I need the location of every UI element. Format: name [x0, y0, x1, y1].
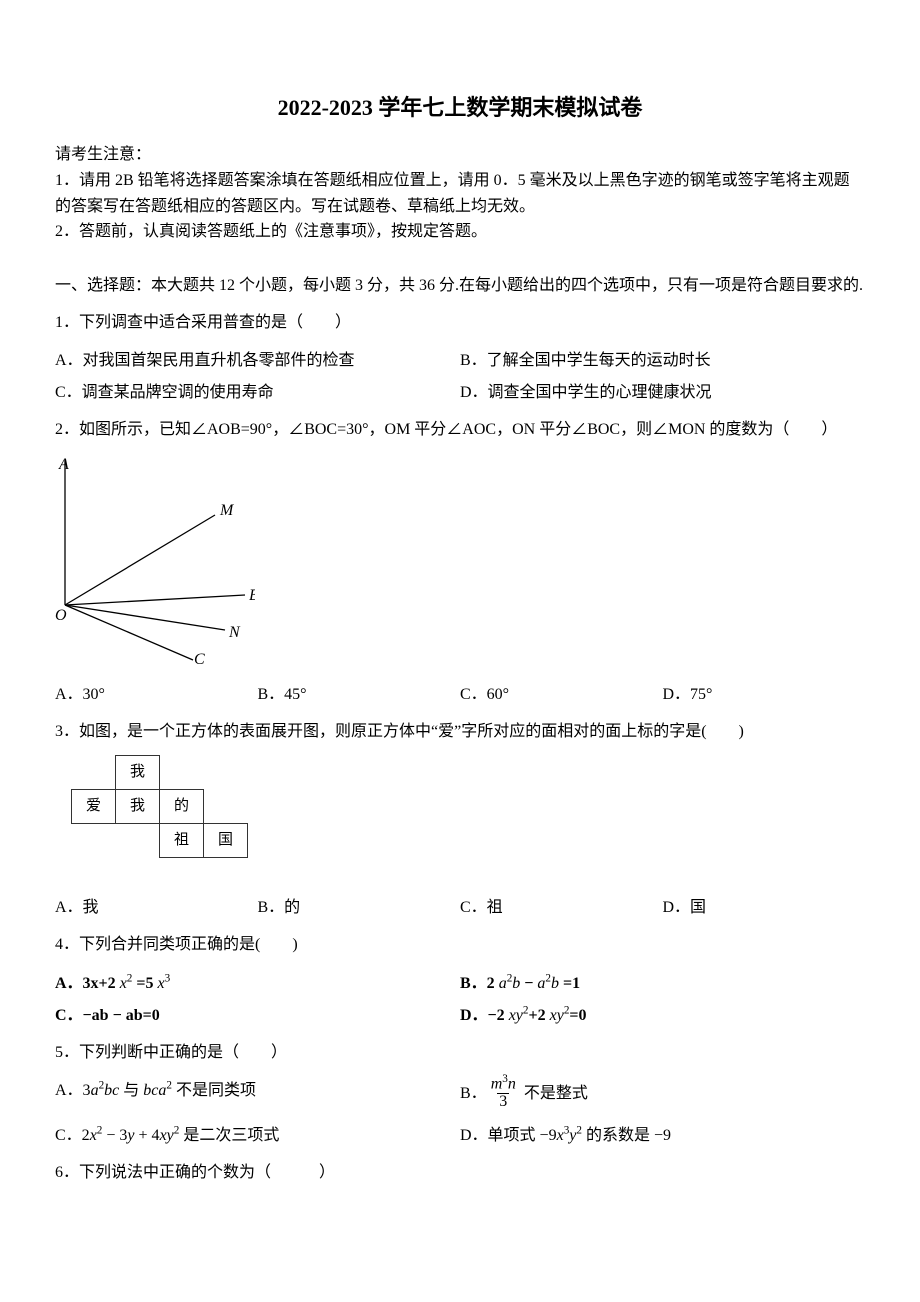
question-4-choices-row-2: C．−ab − ab=0 D．−2 xy2+2 xy2=0 — [55, 1001, 865, 1025]
choice-1-C: C．调查某品牌空调的使用寿命 — [55, 378, 460, 402]
question-1-text: 1．下列调查中适合采用普查的是（ ） — [55, 309, 865, 336]
choice-1-B: B．了解全国中学生每天的运动时长 — [460, 346, 865, 370]
choice-4-B: B．2 a2b − a2b =1 — [460, 969, 865, 993]
section-1-heading: 一、选择题：本大题共 12 个小题，每小题 3 分，共 36 分.在每小题给出的… — [55, 271, 865, 295]
label-C: C — [194, 651, 205, 665]
question-5-text: 5．下列判断中正确的是（ ） — [55, 1039, 865, 1066]
net-cell-5: 祖 — [159, 823, 204, 858]
question-6-text: 6．下列说法中正确的个数为（ ） — [55, 1159, 865, 1186]
label-N: N — [228, 624, 241, 641]
page-title: 2022-2023 学年七上数学期末模拟试卷 — [55, 90, 865, 122]
net-cell-4: 的 — [159, 789, 204, 824]
question-3-choices: A．我 B．的 C．祖 D．国 — [55, 893, 865, 917]
choice-3-A: A．我 — [55, 893, 258, 917]
notice-line-2: 2．答题前，认真阅读答题纸上的《注意事项》，按规定答题。 — [55, 219, 865, 245]
choice-1-A: A．对我国首架民用直升机各零部件的检查 — [55, 346, 460, 370]
net-cell-1: 我 — [115, 755, 160, 790]
choice-3-C: C．祖 — [460, 893, 663, 917]
notice-heading: 请考生注意： — [55, 140, 865, 164]
angle-figure: A M B N C O — [55, 455, 865, 670]
net-cell-3: 我 — [115, 789, 160, 824]
question-5-choices-row-2: C．2x2 − 3y + 4xy2 是二次三项式 D．单项式 −9x3y2 的系… — [55, 1121, 865, 1145]
question-1-choices-row-2: C．调查某品牌空调的使用寿命 D．调查全国中学生的心理健康状况 — [55, 378, 865, 402]
choice-2-C: C．60° — [460, 680, 663, 704]
question-3-text: 3．如图，是一个正方体的表面展开图，则原正方体中“爱”字所对应的面相对的面上标的… — [55, 718, 865, 745]
choice-2-B: B．45° — [258, 680, 461, 704]
label-A: A — [58, 456, 69, 473]
choice-5-C: C．2x2 − 3y + 4xy2 是二次三项式 — [55, 1121, 460, 1145]
choice-3-B: B．的 — [258, 893, 461, 917]
choice-5-B: B．m3n3 不是整式 — [460, 1076, 865, 1113]
choice-2-D: D．75° — [663, 680, 866, 704]
choice-3-D: D．国 — [663, 893, 866, 917]
question-1-choices-row-1: A．对我国首架民用直升机各零部件的检查 B．了解全国中学生每天的运动时长 — [55, 346, 865, 370]
choice-5-D: D．单项式 −9x3y2 的系数是 −9 — [460, 1121, 865, 1145]
question-4-text: 4．下列合并同类项正确的是( ) — [55, 931, 865, 958]
question-5-choices-row-1: A．3a2bc 与 bca2 不是同类项 B．m3n3 不是整式 — [55, 1076, 865, 1113]
label-O: O — [55, 607, 67, 624]
label-M: M — [219, 502, 235, 519]
choice-4-C: C．−ab − ab=0 — [55, 1001, 460, 1025]
angle-svg: A M B N C O — [55, 455, 255, 665]
exam-page: 2022-2023 学年七上数学期末模拟试卷 请考生注意： 1．请用 2B 铅笔… — [0, 0, 920, 1302]
choice-2-A: A．30° — [55, 680, 258, 704]
question-2-text: 2．如图所示，已知∠AOB=90°，∠BOC=30°，OM 平分∠AOC，ON … — [55, 416, 865, 443]
choice-1-D: D．调查全国中学生的心理健康状况 — [460, 378, 865, 402]
notice-line-1: 1．请用 2B 铅笔将选择题答案涂填在答题纸相应位置上，请用 0．5 毫米及以上… — [55, 168, 865, 219]
net-cell-6: 国 — [203, 823, 248, 858]
choice-5-A: A．3a2bc 与 bca2 不是同类项 — [55, 1076, 460, 1113]
choice-4-A: A．3x+2 x2 =5 x3 — [55, 969, 460, 993]
question-2-choices: A．30° B．45° C．60° D．75° — [55, 680, 865, 704]
cube-net-figure: 我 爱 我 的 祖 国 — [55, 755, 275, 875]
label-B: B — [249, 587, 255, 604]
question-4-choices-row-1: A．3x+2 x2 =5 x3 B．2 a2b − a2b =1 — [55, 969, 865, 993]
choice-4-D: D．−2 xy2+2 xy2=0 — [460, 1001, 865, 1025]
net-cell-2: 爱 — [71, 789, 116, 824]
